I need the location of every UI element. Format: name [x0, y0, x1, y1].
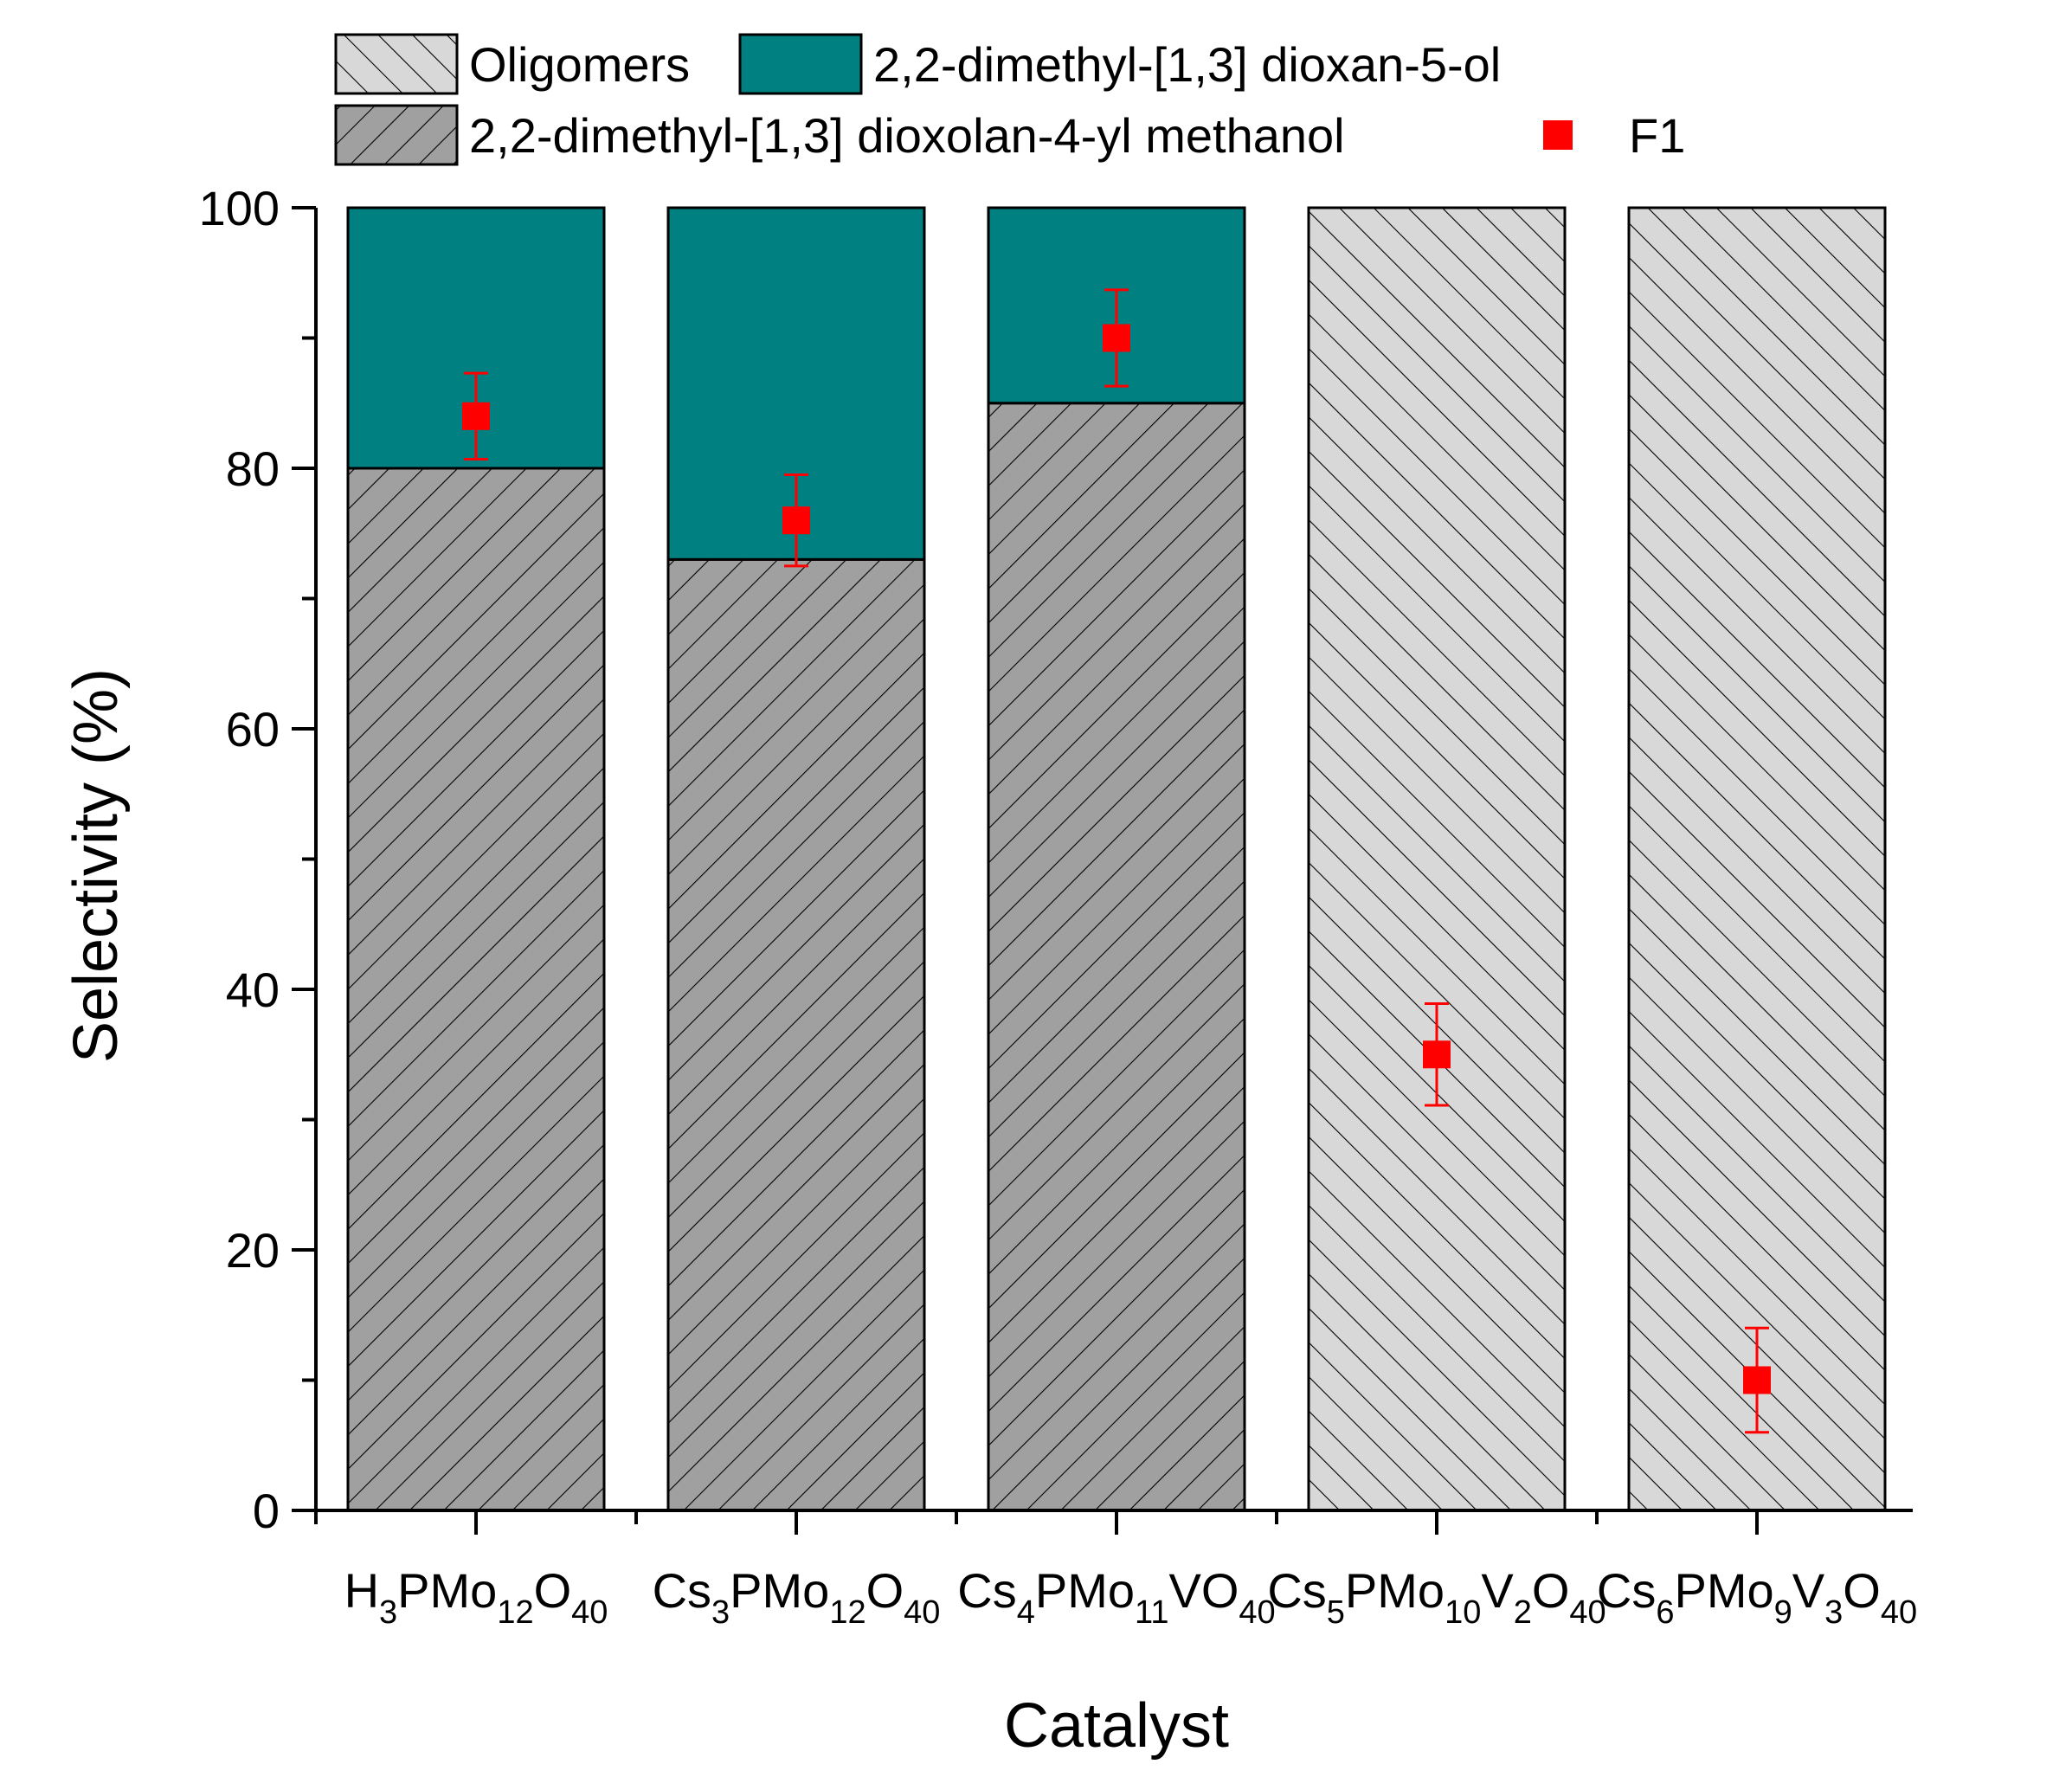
legend: Oligomers 2,2-dimethyl-[1,3] dioxan-5-ol 2… [334, 33, 1685, 166]
y-axis-title: Selectivity (%) [61, 668, 131, 1063]
bar-2-2-dimethyl-1-3-dioxolan-4-yl-methanol-2-hatch [668, 559, 924, 1510]
y-tick-label-100: 100 [199, 181, 280, 235]
legend-label-oligomers: Oligomers [469, 37, 690, 92]
x-tick-label-4: Cs5PMo10V2O40 [1267, 1563, 1605, 1631]
legend-swatch-f1 [1543, 120, 1573, 150]
x-tick-label-2: Cs3PMo12O40 [653, 1563, 941, 1631]
x-tick-label-3: Cs4PMo11VO40 [957, 1563, 1275, 1631]
f1-marker-4 [1423, 1040, 1451, 1069]
legend-label-2-2-dimethyl-1-3-dioxan-5-ol: 2,2-dimethyl-[1,3] dioxan-5-ol [873, 37, 1501, 92]
bar-2-2-dimethyl-1-3-dioxolan-4-yl-methanol-3-hatch [988, 402, 1245, 1510]
legend-swatch-hatch-2-2-dimethyl-1-3-dioxolan-4-yl-methanol [336, 106, 457, 164]
legend-swatch-outline-2-2-dimethyl-1-3-dioxolan-4-yl-methanol [334, 104, 459, 166]
f1-marker-3 [1103, 324, 1130, 352]
legend-swatch-2-2-dimethyl-1-3-dioxan-5-ol [740, 35, 861, 93]
y-tick-label-40: 40 [226, 963, 280, 1017]
x-axis-title: Catalyst [1004, 1691, 1229, 1761]
bar-oligomers-4-hatch [1309, 208, 1565, 1510]
legend-label-2-2-dimethyl-1-3-dioxolan-4-yl-methanol: 2,2-dimethyl-[1,3] dioxolan-4-yl methano… [469, 108, 1345, 163]
y-tick-label-20: 20 [226, 1223, 280, 1278]
y-tick-label-80: 80 [226, 441, 280, 496]
f1-markers [462, 288, 1771, 1434]
axes: 0 20 40 60 80 100 H3PMo12O40 Cs3PMo12O40 Cs4PMo1… [199, 181, 1918, 1631]
legend-swatch-outline-2-2-dimethyl-1-3-dioxan-5-ol [738, 33, 863, 95]
f1-point-4 [1423, 1002, 1451, 1107]
legend-swatch-outline-oligomers [334, 33, 459, 95]
f1-point-3 [1103, 288, 1130, 388]
legend-item-2-2-dimethyl-1-3-dioxolan-4-yl-methanol: 2,2-dimethyl-[1,3] dioxolan-4-yl methano… [334, 104, 1345, 166]
y-tick-label-0: 0 [253, 1484, 280, 1538]
bars [346, 206, 1887, 1512]
legend-item-f1: F1 [1543, 108, 1685, 163]
f1-marker-5 [1743, 1366, 1771, 1394]
y-tick-label-60: 60 [226, 702, 280, 757]
bar-2-2-dimethyl-1-3-dioxolan-4-yl-methanol-1-hatch [348, 468, 604, 1510]
bar-2-2-dimethyl-1-3-dioxan-5-ol-1-outline [346, 206, 606, 470]
f1-point-5 [1743, 1326, 1771, 1434]
x-tick-label-1: H3PMo12O40 [344, 1563, 608, 1631]
f1-marker-1 [462, 402, 490, 430]
x-tick-label-5: Cs6PMo9V3O40 [1597, 1563, 1917, 1631]
legend-label-f1: F1 [1629, 108, 1685, 163]
f1-marker-2 [782, 506, 810, 535]
legend-item-oligomers: Oligomers [334, 33, 690, 95]
legend-item-2-2-dimethyl-1-3-dioxan-5-ol: 2,2-dimethyl-[1,3] dioxan-5-ol [738, 33, 1501, 95]
bar-2-2-dimethyl-1-3-dioxan-5-ol-3-outline [987, 206, 1246, 405]
f1-point-1 [462, 371, 490, 460]
f1-point-2 [782, 473, 810, 568]
bar-oligomers-5-hatch [1629, 208, 1885, 1510]
legend-swatch-hatch-oligomers [336, 35, 457, 93]
